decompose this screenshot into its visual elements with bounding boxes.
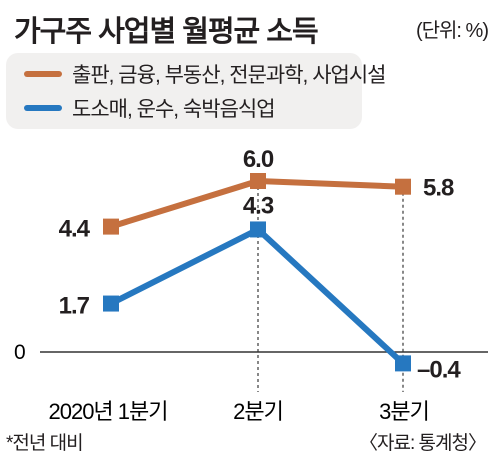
chart-title: 가구주 사업별 월평균 소득 <box>14 16 319 48</box>
legend-label-series-2: 도소매, 운수, 숙박음식업 <box>72 98 276 121</box>
legend: 출판, 금융, 부동산, 전문과학, 사업시설 도소매, 운수, 숙박음식업 <box>6 53 386 129</box>
series-1-marker-2 <box>250 173 266 189</box>
series-2-value-label-3: –0.4 <box>417 356 461 383</box>
series-2-marker-1 <box>103 295 119 312</box>
source-note: 〈자료: 통계청〉 <box>359 433 487 454</box>
series-2-value-label-1: 1.7 <box>59 293 90 320</box>
series-1-marker-1 <box>103 218 119 235</box>
legend-swatch-series-1 <box>24 71 62 77</box>
series-2-marker-2 <box>250 221 266 238</box>
legend-item-series-1: 출판, 금융, 부동산, 전문과학, 사업시설 <box>24 59 386 89</box>
y-tick-label-0: 0 <box>14 341 26 364</box>
series-2-marker-3 <box>395 355 411 372</box>
series-2-value-label-2: 4.3 <box>243 192 274 219</box>
footnote: *전년 대비 <box>6 433 84 454</box>
series-1-value-label-3: 5.8 <box>423 175 454 202</box>
x-tick-label-3: 3분기 <box>379 399 429 424</box>
legend-label-series-1: 출판, 금융, 부동산, 전문과학, 사업시설 <box>72 64 386 87</box>
series-1-value-label-1: 4.4 <box>59 216 91 243</box>
x-tick-label-1: 2020년 1분기 <box>48 399 167 424</box>
series-2-line <box>109 226 406 366</box>
series-1-value-label-2: 6.0 <box>243 146 274 173</box>
x-tick-label-2: 2분기 <box>233 399 283 424</box>
unit-label: (단위: %) <box>415 20 489 42</box>
legend-item-series-2: 도소매, 운수, 숙박음식업 <box>24 93 276 123</box>
series-1-marker-3 <box>395 178 411 195</box>
legend-swatch-series-2 <box>24 105 62 111</box>
